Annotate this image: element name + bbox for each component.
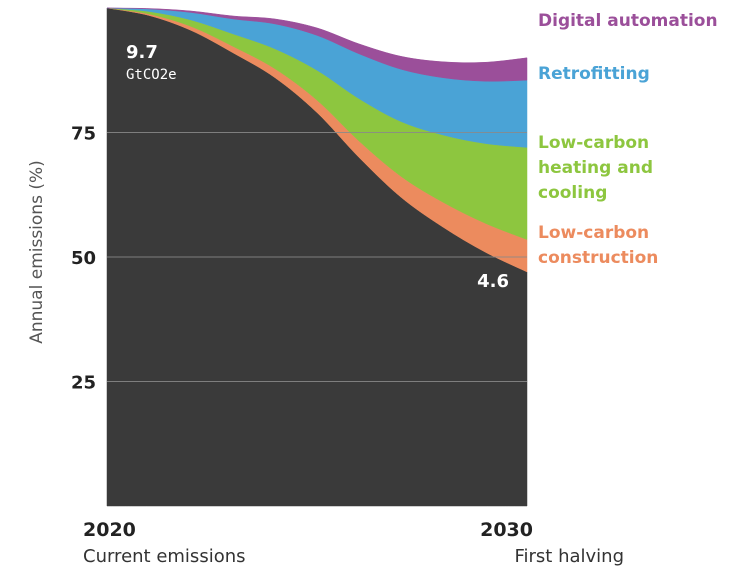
legend-low-carbon-construction: Low-carbon construction (538, 223, 658, 268)
x-tick-2030: 2030 (480, 519, 533, 541)
annotation-start-value: 9.7 (126, 42, 158, 63)
legend-low-carbon-heating-and-cooling: Low-carbon heating and cooling (538, 133, 653, 203)
y-tick-50: 50 (71, 248, 96, 269)
x-tick-sublabel-2020: Current emissions (83, 546, 246, 567)
y-tick-75: 75 (71, 124, 96, 145)
gridline-layer (107, 132, 527, 382)
y-tick-layer: 25 50 75 (71, 124, 96, 394)
legend-digital-automation: Digital automation (538, 11, 718, 31)
area-digital-automation (106, 7, 528, 82)
annotation-end-value: 4.6 (477, 271, 509, 292)
x-tick-sublabel-2030: First halving (514, 546, 624, 567)
legend: Digital automation Retrofitting Low-carbon… (538, 11, 718, 268)
annotation-layer: 9.7 GtCO2e 4.6 (126, 42, 509, 292)
y-tick-25: 25 (71, 373, 96, 394)
legend-retrofitting: Retrofitting (538, 64, 650, 84)
y-axis-label: Annual emissions (%) (27, 160, 47, 344)
x-tick-layer: 2020 Current emissions 2030 First halving (83, 519, 624, 567)
x-tick-2020: 2020 (83, 519, 136, 541)
annotation-start-unit: GtCO2e (126, 67, 177, 83)
